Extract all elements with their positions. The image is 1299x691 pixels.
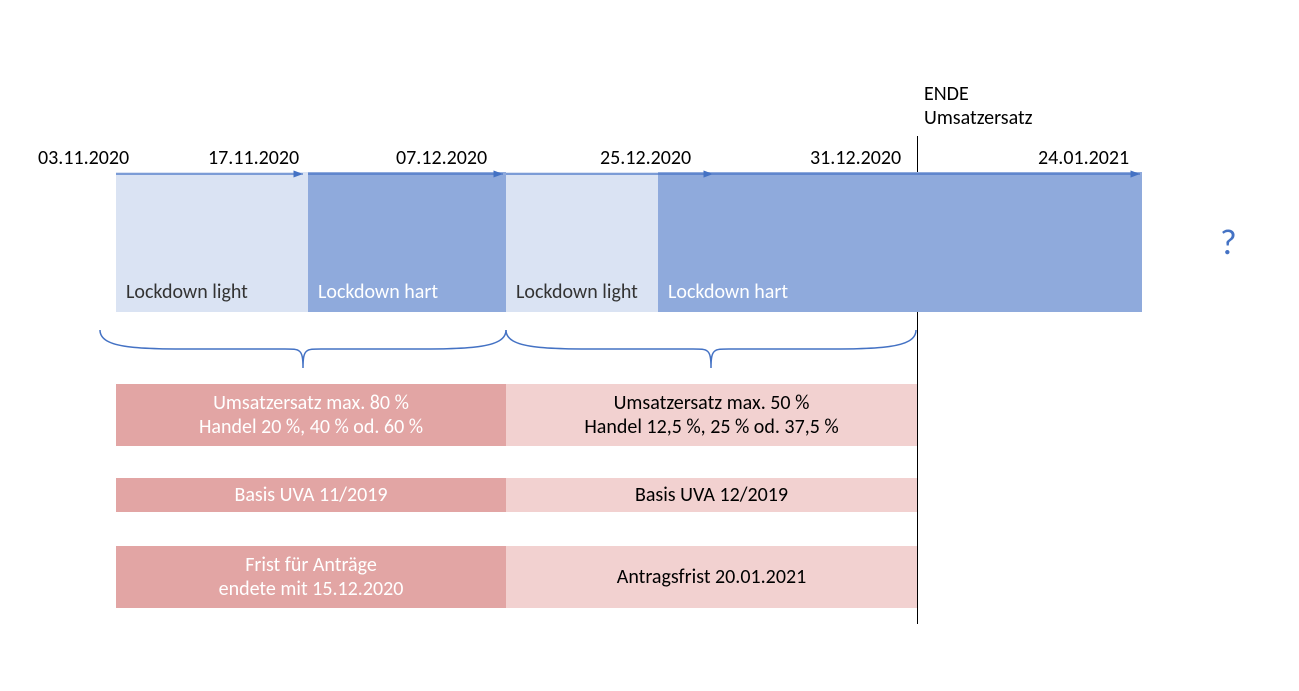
question-mark: ? bbox=[1220, 220, 1237, 264]
diagram-stage: { "canvas": { "width": 1299, "height": 6… bbox=[0, 0, 1299, 691]
info-row3-left-line1: Frist für Anträge bbox=[245, 553, 377, 577]
info-row2-right: Basis UVA 12/2019 bbox=[506, 478, 917, 512]
info-row1-right-line2: Handel 12,5 %, 25 % od. 37,5 % bbox=[584, 415, 838, 439]
info-row1-left-line1: Umsatzersatz max. 80 % bbox=[213, 391, 409, 415]
info-row1-left-line2: Handel 20 %, 40 % od. 60 % bbox=[199, 415, 423, 439]
info-row3-left: Frist für Anträge endete mit 15.12.2020 bbox=[116, 546, 506, 608]
info-row3-left-line2: endete mit 15.12.2020 bbox=[219, 577, 404, 601]
info-row2-left: Basis UVA 11/2019 bbox=[116, 478, 506, 512]
info-row1-left: Umsatzersatz max. 80 % Handel 20 %, 40 %… bbox=[116, 384, 506, 446]
info-row1-right: Umsatzersatz max. 50 % Handel 12,5 %, 25… bbox=[506, 384, 917, 446]
info-row2-left-text: Basis UVA 11/2019 bbox=[234, 483, 387, 507]
info-row3-right: Antragsfrist 20.01.2021 bbox=[506, 546, 917, 608]
info-row2-right-text: Basis UVA 12/2019 bbox=[635, 483, 788, 507]
info-row1-right-line1: Umsatzersatz max. 50 % bbox=[614, 391, 810, 415]
info-row3-right-text: Antragsfrist 20.01.2021 bbox=[617, 565, 806, 589]
